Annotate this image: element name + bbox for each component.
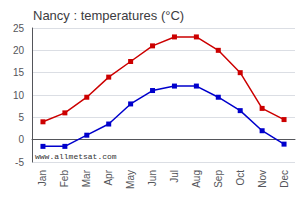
svg-text:www.allmetsat.com: www.allmetsat.com — [35, 152, 117, 161]
svg-text:Nancy : temperatures (°C): Nancy : temperatures (°C) — [33, 8, 184, 23]
svg-text:15: 15 — [13, 67, 25, 78]
svg-text:-5: -5 — [15, 157, 24, 168]
svg-text:Nov: Nov — [257, 170, 268, 188]
svg-text:Aug: Aug — [191, 170, 202, 188]
svg-text:Mar: Mar — [81, 169, 92, 187]
svg-text:Apr: Apr — [103, 169, 114, 185]
svg-text:20: 20 — [13, 45, 25, 56]
svg-text:25: 25 — [13, 23, 25, 34]
svg-text:Oct: Oct — [235, 170, 246, 186]
svg-text:Feb: Feb — [59, 170, 70, 188]
svg-text:Jun: Jun — [147, 170, 158, 186]
svg-text:Jul: Jul — [169, 170, 180, 183]
svg-text:10: 10 — [13, 90, 25, 101]
svg-text:0: 0 — [18, 134, 24, 145]
svg-text:Dec: Dec — [279, 170, 290, 188]
svg-text:May: May — [125, 170, 136, 189]
svg-text:Sep: Sep — [213, 170, 224, 188]
svg-text:5: 5 — [18, 112, 24, 123]
svg-text:Jan: Jan — [37, 170, 48, 186]
